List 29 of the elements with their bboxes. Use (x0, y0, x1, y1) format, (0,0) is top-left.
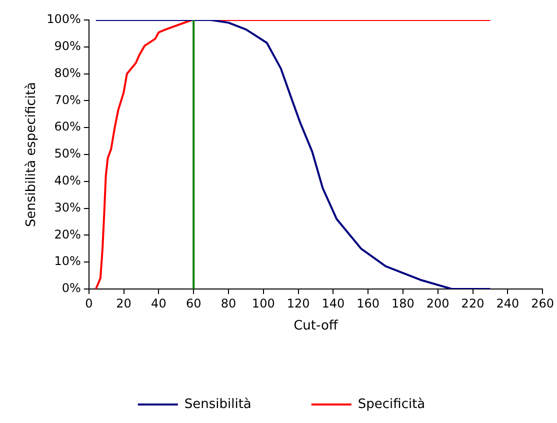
y-tick-label: 100% (46, 12, 81, 26)
x-axis-title: Cut-off (294, 318, 339, 334)
y-tick-label: 40% (54, 174, 81, 188)
x-tick-label: 80 (220, 296, 236, 310)
x-tick-label: 20 (116, 296, 132, 310)
x-tick-label: 160 (356, 296, 380, 310)
x-tick-label: 100 (252, 296, 275, 310)
x-tick-label: 260 (531, 296, 554, 310)
x-tick-label: 60 (186, 296, 202, 310)
y-tick-label: 90% (54, 39, 81, 54)
x-tick-label: 120 (286, 296, 310, 310)
x-tick-label: 40 (151, 296, 166, 310)
y-tick-label: 60% (54, 120, 81, 134)
x-tick-label: 140 (322, 296, 345, 310)
y-tick-label: 10% (54, 254, 81, 268)
y-tick-label: 50% (54, 146, 81, 161)
x-tick-label: 0 (85, 296, 93, 310)
x-tick-label: 180 (392, 296, 414, 310)
y-tick-label: 0% (62, 281, 81, 296)
x-tick-label: 220 (461, 296, 484, 310)
y-axis-title: Sensibilità especificità (24, 82, 40, 227)
x-tick-label: 240 (496, 296, 520, 310)
legend-label: Specificità (358, 396, 426, 412)
y-tick-label: 20% (54, 227, 81, 242)
y-tick-label: 30% (54, 200, 81, 214)
y-tick-label: 70% (54, 92, 81, 107)
legend-label: Sensibilità (184, 396, 252, 412)
y-tick-label: 80% (54, 66, 81, 80)
x-tick-label: 200 (426, 296, 450, 310)
